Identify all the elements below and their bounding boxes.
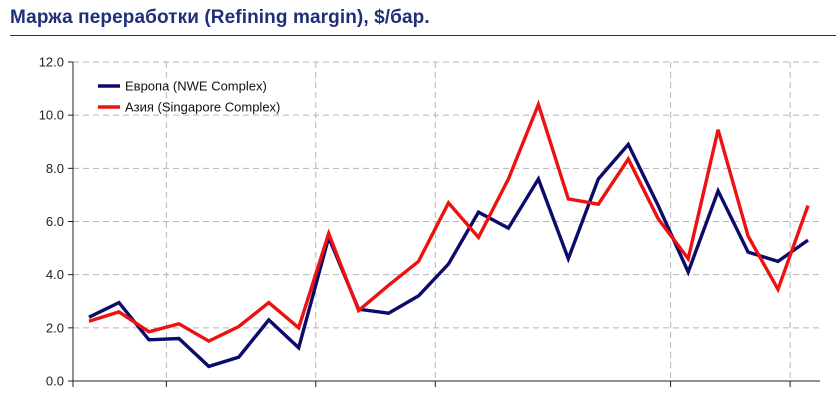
series-line-europe [88, 141, 809, 369]
y-tick-label: 0.0 [46, 374, 64, 389]
series-line-asia [88, 99, 810, 344]
y-tick-label: 2.0 [46, 320, 64, 335]
legend-label: Европа (NWE Complex) [125, 79, 267, 94]
y-tick-label: 12.0 [39, 55, 64, 70]
y-tick-label: 6.0 [46, 214, 64, 229]
y-tick-label: 8.0 [46, 161, 64, 176]
legend-label: Азия (Singapore Complex) [125, 100, 280, 115]
chart-title: Маржа переработки (Refining margin), $/б… [10, 7, 430, 28]
title-underline [10, 35, 836, 36]
y-tick-label: 10.0 [39, 108, 64, 123]
y-tick-label: 4.0 [46, 267, 64, 282]
